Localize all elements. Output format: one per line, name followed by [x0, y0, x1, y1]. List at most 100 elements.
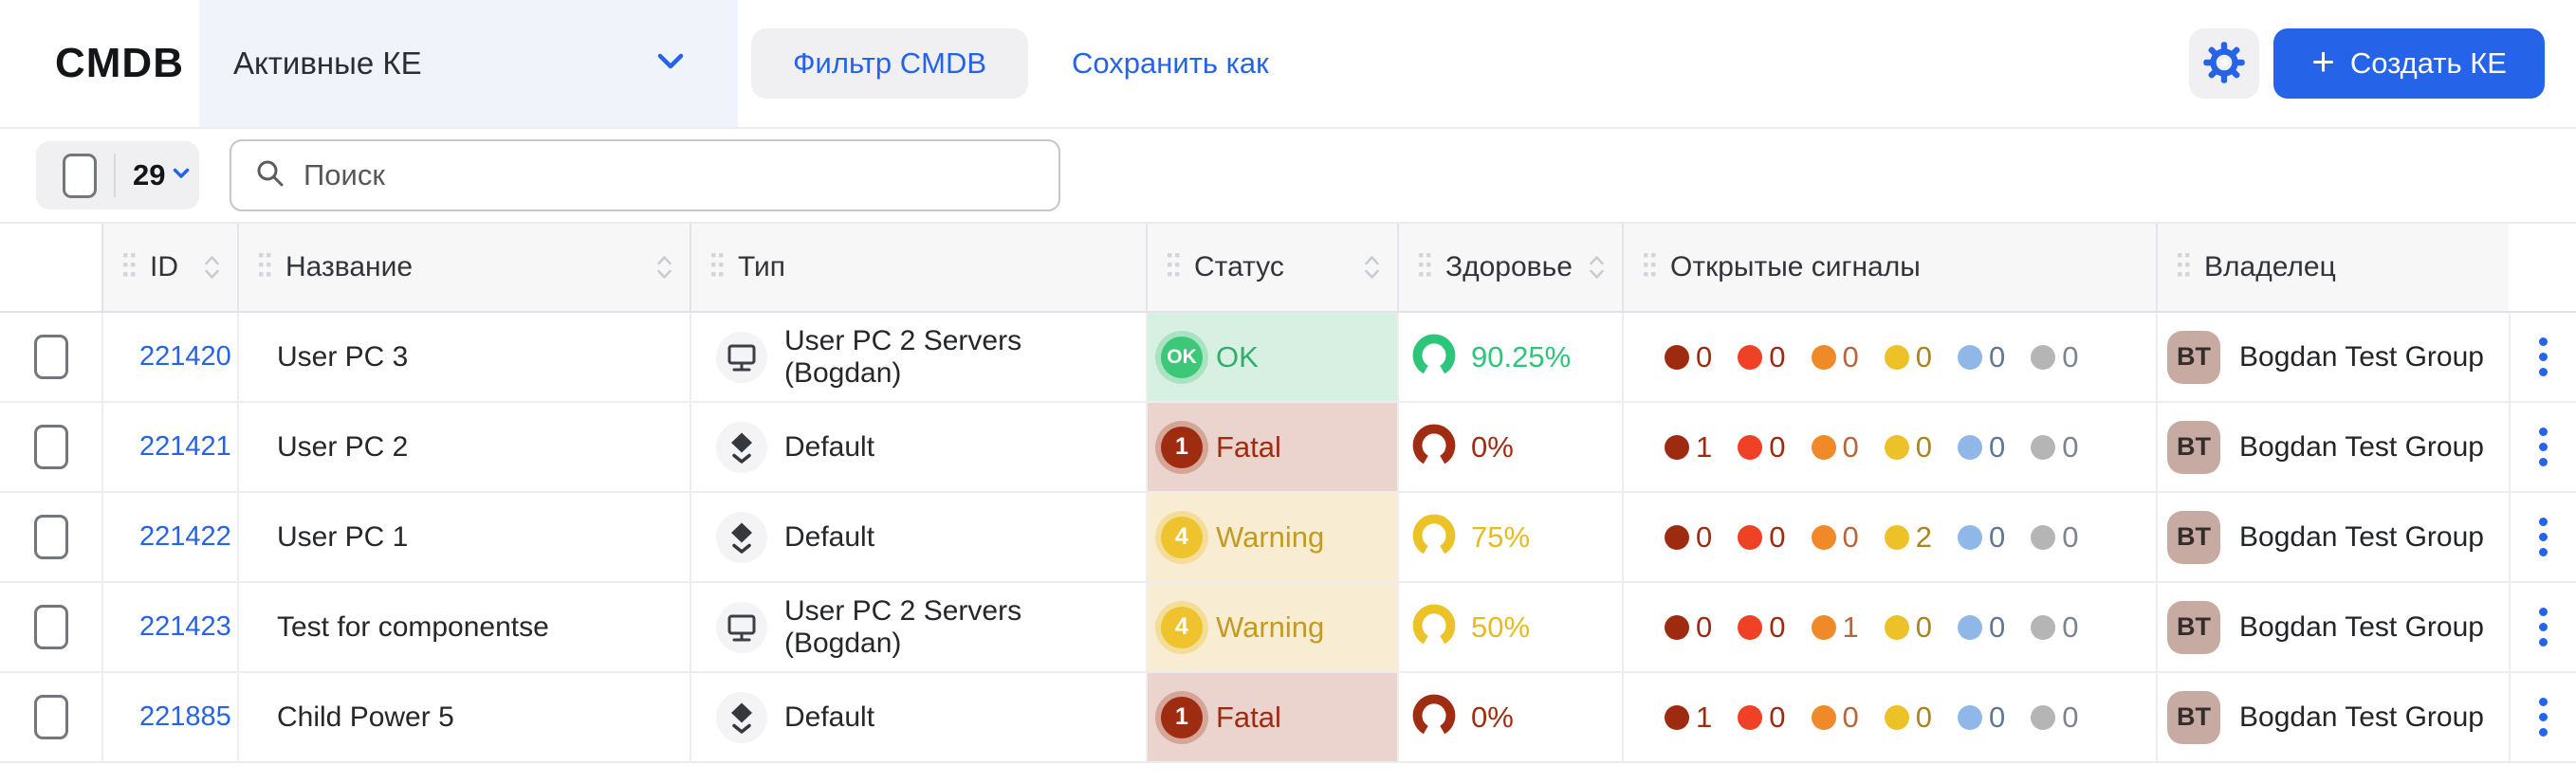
- search-box[interactable]: [230, 139, 1060, 211]
- ci-id-link[interactable]: 221421: [139, 431, 231, 462]
- row-checkbox[interactable]: [33, 515, 68, 559]
- signal-dot-info: [1958, 524, 1982, 550]
- header-cell-owner[interactable]: Владелец: [2156, 224, 2509, 311]
- signal-count: 0: [1842, 339, 1859, 373]
- signal-count: 0: [1769, 610, 1786, 644]
- open-signals: 0 0 0 0 0 0: [1622, 313, 2156, 401]
- view-selector-dropdown[interactable]: Активные КЕ: [198, 0, 738, 127]
- open-signals: 1 0 0 0 0 0: [1622, 673, 2156, 761]
- ci-id-link[interactable]: 221420: [139, 341, 231, 372]
- drag-handle-icon[interactable]: [1643, 252, 1657, 282]
- ci-id-link[interactable]: 221423: [139, 611, 231, 642]
- header-cell-select: [0, 224, 101, 311]
- drag-handle-icon[interactable]: [122, 252, 137, 282]
- app-logo: CMDB: [55, 40, 184, 86]
- signal-count: 0: [2062, 429, 2079, 464]
- header-cell-signals[interactable]: Открытые сигналы: [1622, 224, 2156, 311]
- monitor-icon: [716, 601, 767, 653]
- kebab-menu-button[interactable]: [2531, 690, 2555, 744]
- signal-dot-warning: [1884, 704, 1909, 730]
- signal-dot-info: [1958, 614, 1982, 640]
- header-cell-status[interactable]: Статус: [1146, 224, 1397, 311]
- signal-dot-high: [1738, 344, 1763, 370]
- row-checkbox[interactable]: [33, 425, 68, 469]
- header-cell-id[interactable]: ID: [101, 224, 237, 311]
- signal-count: 0: [2062, 339, 2079, 373]
- owner-name: Bogdan Test Group: [2239, 520, 2484, 553]
- save-as-link[interactable]: Сохранить как: [1072, 46, 1269, 80]
- page-size-dropdown[interactable]: 29: [133, 158, 190, 192]
- drag-handle-icon[interactable]: [258, 252, 272, 282]
- health-gauge-icon: [1410, 512, 1458, 562]
- health-percent: 75%: [1471, 519, 1531, 554]
- health-percent: 90.25%: [1471, 339, 1572, 373]
- gear-icon: [2202, 41, 2246, 87]
- signal-count: 0: [1915, 700, 1932, 734]
- kebab-menu-button[interactable]: [2531, 420, 2555, 474]
- ci-name: Test for componentse: [277, 610, 549, 643]
- sort-icon[interactable]: [1364, 254, 1380, 281]
- row-checkbox[interactable]: [33, 605, 68, 649]
- ci-id-link[interactable]: 221885: [139, 701, 231, 732]
- owner-name: Bogdan Test Group: [2239, 701, 2484, 733]
- drag-handle-icon[interactable]: [1167, 252, 1181, 282]
- header-cell-name[interactable]: Название: [237, 224, 690, 311]
- health-percent: 0%: [1471, 700, 1514, 734]
- signal-dot-high: [1738, 614, 1763, 640]
- ci-name: User PC 2: [277, 430, 409, 463]
- health-gauge-icon: [1410, 332, 1458, 382]
- sort-icon[interactable]: [1589, 254, 1605, 281]
- cmdb-filter-button[interactable]: Фильтр CMDB: [750, 28, 1029, 99]
- health-percent: 50%: [1471, 610, 1531, 644]
- header-cell-actions: [2509, 224, 2576, 311]
- kebab-menu-button[interactable]: [2531, 510, 2555, 564]
- signal-dot-none: [2031, 344, 2056, 370]
- column-label: Тип: [738, 251, 786, 282]
- table-row: 221885 Child Power 5 Default 1 Fatal 0% …: [0, 673, 2576, 763]
- signal-dot-warning: [1884, 524, 1909, 550]
- component-icon: [716, 511, 767, 563]
- signal-count: 0: [1915, 339, 1932, 373]
- kebab-menu-button[interactable]: [2531, 600, 2555, 654]
- table-header: ID Название Тип Статус Здоровье Открытые…: [0, 224, 2576, 313]
- status-label: OK: [1216, 339, 1259, 373]
- health-gauge-icon: [1410, 692, 1458, 742]
- sort-icon[interactable]: [656, 254, 672, 281]
- divider: [114, 154, 116, 197]
- avatar: BT: [2167, 600, 2220, 654]
- settings-button[interactable]: [2189, 28, 2260, 99]
- signal-dot-warning: [1884, 614, 1909, 640]
- table-row: 221423 Test for componentse User PC 2 Se…: [0, 583, 2576, 673]
- row-checkbox[interactable]: [33, 695, 68, 739]
- top-bar: CMDB Активные КЕ Фильтр CMDB Сохранить к…: [0, 0, 2576, 129]
- row-checkbox[interactable]: [33, 335, 68, 379]
- drag-handle-icon[interactable]: [1418, 252, 1432, 282]
- table-row: 221421 User PC 2 Default 1 Fatal 0% 1 0 …: [0, 403, 2576, 493]
- drag-handle-icon[interactable]: [2177, 252, 2191, 282]
- header-cell-health[interactable]: Здоровье: [1397, 224, 1622, 311]
- drag-handle-icon[interactable]: [710, 252, 725, 282]
- search-input[interactable]: [304, 158, 1036, 192]
- monitor-icon: [716, 331, 767, 383]
- open-signals: 1 0 0 0 0 0: [1622, 403, 2156, 491]
- health-gauge-icon: [1410, 602, 1458, 652]
- ci-type-label: Default: [784, 430, 875, 463]
- signal-count: 0: [1769, 429, 1786, 464]
- signal-count: 0: [2062, 519, 2079, 554]
- page-size-value: 29: [133, 158, 166, 191]
- signal-dot-medium: [1811, 434, 1836, 460]
- signal-count: 0: [1842, 429, 1859, 464]
- component-icon: [716, 421, 767, 473]
- component-icon: [716, 691, 767, 743]
- signal-dot-info: [1958, 434, 1982, 460]
- select-all-checkbox[interactable]: [63, 153, 97, 198]
- status-label: Fatal: [1216, 700, 1281, 734]
- create-ke-button[interactable]: + Создать КЕ: [2273, 28, 2545, 99]
- ci-id-link[interactable]: 221422: [139, 521, 231, 552]
- signal-count: 0: [1696, 339, 1713, 373]
- kebab-menu-button[interactable]: [2531, 330, 2555, 384]
- sort-icon[interactable]: [204, 254, 220, 281]
- signal-count: 0: [1769, 339, 1786, 373]
- header-cell-type[interactable]: Тип: [690, 224, 1146, 311]
- column-label: Статус: [1194, 251, 1284, 282]
